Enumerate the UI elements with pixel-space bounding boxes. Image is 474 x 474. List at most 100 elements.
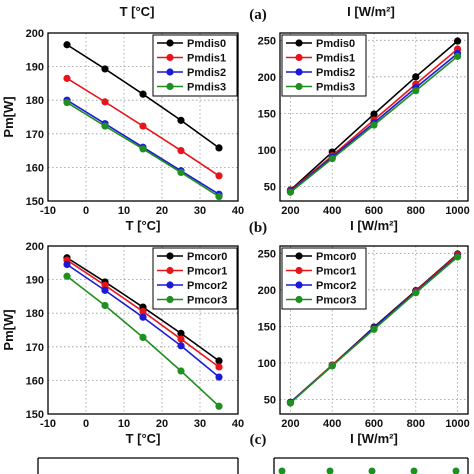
legend-label: Pmdis3 [187, 82, 226, 94]
y-tick-label: 200 [258, 72, 276, 84]
legend-label: Pmcor0 [316, 251, 356, 263]
legend-marker [166, 53, 174, 62]
y-tick-label: 200 [26, 241, 44, 253]
panel-label-c: (c) [250, 432, 267, 448]
data-point-Pmcor3 [453, 253, 462, 261]
data-point-Pmcor3 [328, 362, 336, 370]
y-tick-label: 250 [258, 35, 276, 47]
data-point-Pmcor3 [412, 289, 420, 297]
x-tick-label: 800 [407, 205, 425, 217]
data-point-Pmdis3 [63, 98, 71, 107]
legend-marker [295, 82, 303, 91]
legend: Pmcor0 Pmcor1 Pmcor2 Pmcor3 [152, 247, 238, 310]
data-point-Pmcor2 [177, 342, 185, 350]
x-tick-label: 30 [194, 205, 206, 217]
data-point-Pmdis1 [139, 122, 147, 130]
data-point-Pmcor3 [370, 325, 378, 333]
y-tick-label: 180 [26, 308, 44, 320]
x-tick-label: 40 [232, 205, 244, 217]
x-tick-label: 200 [281, 418, 299, 430]
legend-marker [166, 82, 174, 91]
legend: Pmdis0 Pmdis1 Pmdis2 Pmdis3 [152, 34, 238, 97]
data-point-Pmcor1 [215, 363, 223, 371]
legend-label: Pmcor2 [316, 280, 356, 292]
cropped-bottom-panels [37, 457, 469, 474]
data-point-Pmcor2 [101, 286, 109, 294]
data-point-Pmdis1 [101, 98, 109, 106]
x-tick-label: 30 [194, 418, 206, 430]
data-point-Pmdis3 [215, 193, 223, 201]
data-point-Pmdis3 [412, 87, 420, 95]
panel-label-b: (b) [249, 220, 267, 236]
data-point-Pmcor3 [63, 272, 71, 280]
chart-pmdis-vs-irradiance: 200 400 600 800 1000 50 100 150 200 250 I [W/m²] Pm… [258, 32, 470, 233]
plot-frame [47, 32, 239, 202]
legend-marker [295, 266, 303, 275]
legend-label: Pmcor2 [187, 280, 227, 292]
data-point-Pmdis0 [412, 73, 420, 81]
data-point-Pmcor1 [139, 307, 147, 316]
x-tick-label: 400 [323, 418, 341, 430]
y-tick-label: 160 [26, 162, 44, 174]
x-tick-label: 20 [156, 418, 168, 430]
x-axis-label: T [°C] [126, 431, 161, 446]
y-tick-label: 150 [258, 321, 276, 333]
data-point-Pmdis3 [328, 155, 336, 163]
legend: Pmcor0 Pmcor1 Pmcor2 Pmcor3 [281, 247, 367, 310]
legend-marker [166, 281, 174, 289]
data-point-Pmcor3 [286, 399, 295, 407]
data-point-Pmcor3 [139, 333, 147, 341]
legend-marker [166, 39, 174, 47]
y-axis-label: Pm[W] [1, 309, 16, 350]
data-point-Pmdis0 [370, 110, 378, 118]
x-tick-label: 0 [83, 418, 89, 430]
y-tick-label: 100 [258, 145, 276, 157]
legend-marker [166, 295, 174, 304]
y-tick-label: 150 [258, 108, 276, 120]
legend-marker [295, 252, 303, 260]
plot-frame [47, 245, 239, 415]
x-tick-label: 10 [118, 205, 130, 217]
y-tick-label: 100 [258, 358, 276, 370]
x-axis-label: T [°C] [126, 218, 161, 233]
data-point-Pmdis0 [215, 144, 223, 152]
y-tick-label: 190 [26, 62, 44, 74]
x-tick-label: 400 [323, 205, 341, 217]
y-tick-label: 200 [258, 285, 276, 297]
data-point-Pmdis0 [177, 116, 185, 124]
data-point-Pmdis1 [63, 74, 71, 82]
x-tick-label: 40 [232, 418, 244, 430]
x-tick-label: -10 [40, 205, 56, 217]
legend-label: Pmdis2 [316, 67, 355, 79]
x-tick-label: 0 [83, 205, 89, 217]
legend-label: Pmcor1 [316, 266, 356, 278]
legend-label: Pmdis0 [187, 38, 226, 50]
data-point-Pmdis3 [177, 168, 185, 177]
data-point-Pmdis3 [139, 145, 147, 153]
data-point-Pmdis0 [453, 37, 462, 45]
legend-label: Pmdis0 [316, 38, 355, 50]
data-point-Pmcor2 [139, 313, 147, 321]
y-tick-label: 250 [258, 248, 276, 260]
legend: Pmdis0 Pmdis1 Pmdis2 Pmdis3 [281, 34, 367, 97]
chart-pmcor-vs-irradiance: 200 400 600 800 1000 50 100 150 200 250 I [W/m²] Pm… [258, 245, 470, 446]
legend-marker [295, 53, 303, 62]
legend-marker [295, 295, 303, 304]
data-point-Pmdis3 [370, 121, 378, 129]
data-point-Pmcor2 [215, 373, 223, 381]
x-axis-label: I [W/m²] [350, 431, 398, 446]
top-left-xlabel: T [°C] [120, 4, 155, 19]
y-axis-label: Pm[W] [1, 96, 16, 137]
x-tick-label: 800 [407, 418, 425, 430]
legend-marker [295, 281, 303, 289]
data-point-Pmdis0 [139, 90, 147, 98]
legend-marker [166, 252, 174, 260]
data-point-Pmdis0 [63, 41, 71, 49]
data-point-Pmdis1 [177, 147, 185, 155]
legend-label: Pmcor3 [187, 295, 227, 307]
legend-marker [166, 266, 174, 275]
legend-label: Pmdis1 [316, 53, 355, 65]
x-tick-label: 1000 [445, 418, 469, 430]
legend-label: Pmcor1 [187, 266, 227, 278]
